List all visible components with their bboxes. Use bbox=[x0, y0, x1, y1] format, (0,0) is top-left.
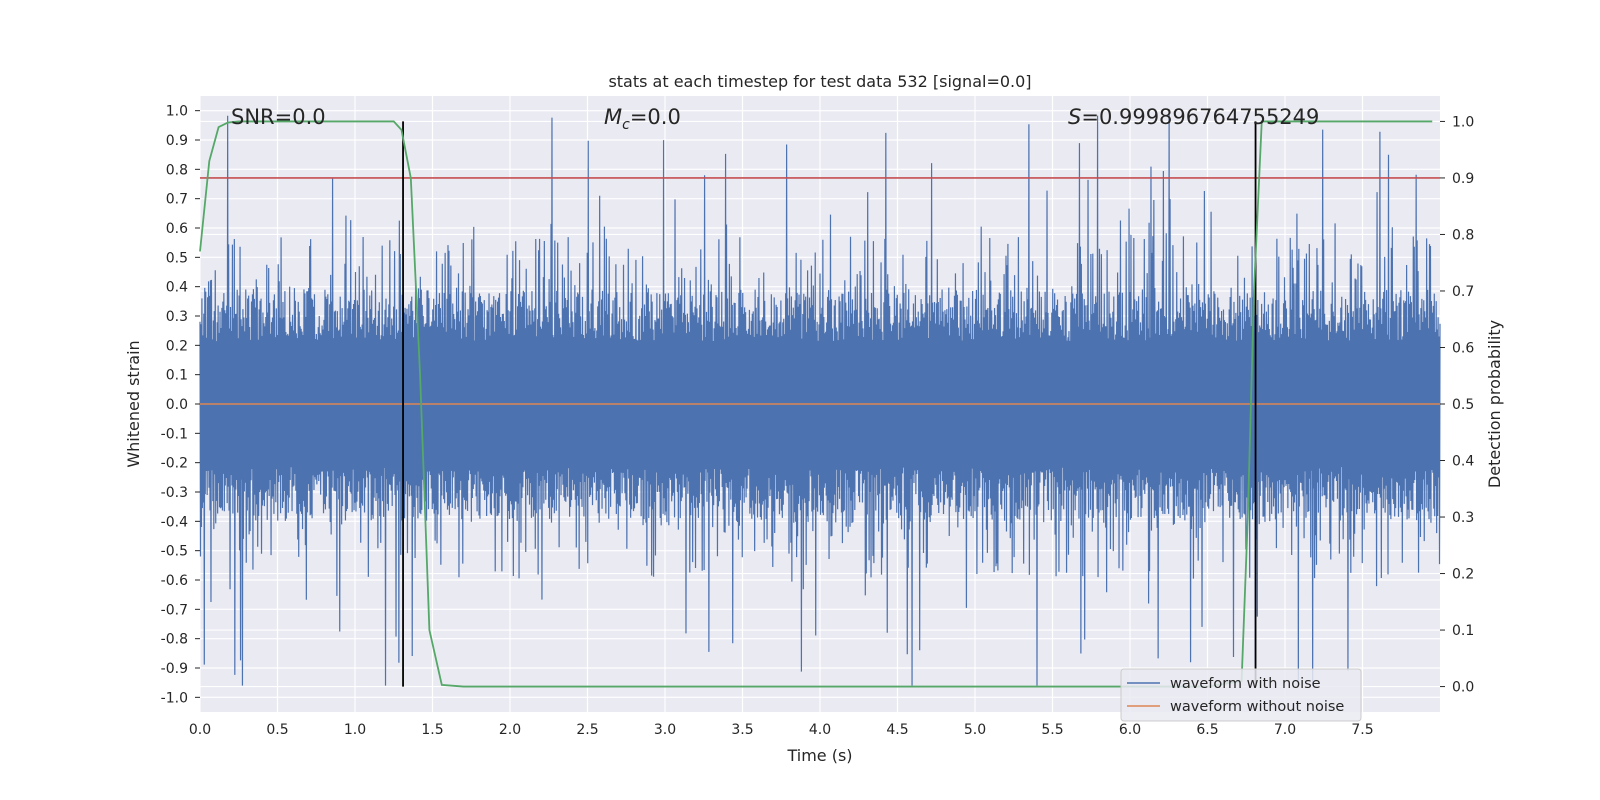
y-tick-label: 0.4 bbox=[166, 280, 188, 296]
y-tick-label: 0.9 bbox=[166, 133, 188, 149]
x-axis-label: Time (s) bbox=[786, 746, 852, 765]
y-tick-label: 0.6 bbox=[166, 221, 188, 237]
x-tick-label: 2.5 bbox=[576, 722, 598, 738]
y-tick-label: -0.1 bbox=[161, 426, 188, 442]
y2-tick-label: 0.2 bbox=[1452, 567, 1474, 583]
y-tick-label: -0.7 bbox=[161, 602, 188, 618]
annotation-mc: Mc=0.0 bbox=[604, 105, 681, 133]
legend-label-noise: waveform with noise bbox=[1170, 676, 1321, 692]
chart-title: stats at each timestep for test data 532… bbox=[608, 72, 1031, 91]
y-tick-label: 0.7 bbox=[166, 192, 188, 208]
y-tick-label: -0.4 bbox=[161, 514, 188, 530]
y-axis-label: Whitened strain bbox=[124, 340, 143, 467]
y-tick-label: -1.0 bbox=[161, 690, 188, 706]
y2-tick-label: 0.0 bbox=[1452, 680, 1474, 696]
x-tick-label: 0.5 bbox=[266, 722, 288, 738]
y2-tick-label: 0.9 bbox=[1452, 171, 1474, 187]
y-tick-label: -0.2 bbox=[161, 456, 188, 472]
legend-box bbox=[1120, 668, 1362, 722]
x-tick-label: 3.0 bbox=[654, 722, 676, 738]
y2-tick-label: 0.1 bbox=[1452, 623, 1474, 639]
y2-tick-label: 0.3 bbox=[1452, 510, 1474, 526]
x-tick-label: 4.0 bbox=[809, 722, 831, 738]
y-tick-label: -0.5 bbox=[161, 544, 188, 560]
y2-axis-label: Detection probability bbox=[1485, 320, 1504, 488]
y-tick-label: 0.5 bbox=[166, 250, 188, 266]
x-tick-label: 7.0 bbox=[1274, 722, 1296, 738]
x-tick-label: 6.5 bbox=[1196, 722, 1218, 738]
y2-tick-label: 0.4 bbox=[1452, 454, 1474, 470]
y-tick-label: 0.2 bbox=[166, 338, 188, 354]
annotation-s: S=0.999896764755249 bbox=[1068, 105, 1319, 129]
detection-probability-line bbox=[199, 120, 1433, 688]
waveform-with-noise-line bbox=[199, 114, 1441, 686]
x-tick-label: 5.0 bbox=[964, 722, 986, 738]
y-tick-label: 0.3 bbox=[166, 309, 188, 325]
y2-tick-label: 0.7 bbox=[1452, 284, 1474, 300]
y2-tick-label: 0.5 bbox=[1452, 397, 1474, 413]
y2-tick-label: 1.0 bbox=[1452, 114, 1474, 130]
y-tick-label: 0.8 bbox=[166, 162, 188, 178]
legend: waveform with noise waveform without noi… bbox=[1120, 668, 1362, 722]
x-axis: 0.0 0.5 1.0 1.5 2.0 2.5 3.0 3.5 4.0 4.5 5.0 5.5 6.0 6… bbox=[189, 722, 1374, 738]
overlay-lines bbox=[199, 120, 1440, 688]
noise-series bbox=[199, 114, 1441, 686]
x-tick-label: 2.0 bbox=[499, 722, 521, 738]
y-tick-label: -0.8 bbox=[161, 632, 188, 648]
y2-tick-label: 0.8 bbox=[1452, 227, 1474, 243]
x-tick-label: 1.0 bbox=[344, 722, 366, 738]
x-tick-label: 5.5 bbox=[1041, 722, 1063, 738]
x-tick-label: 3.5 bbox=[731, 722, 753, 738]
y-tick-label: 1.0 bbox=[166, 104, 188, 120]
y-tick-label: 0.0 bbox=[166, 397, 188, 413]
annotation-snr: SNR=0.0 bbox=[231, 105, 326, 129]
x-tick-label: 0.0 bbox=[189, 722, 211, 738]
y-axis-left: 1.0 0.9 0.8 0.7 0.6 0.5 0.4 0.3 0.2 0.1 0.0 -0.1 -0.… bbox=[161, 104, 200, 706]
y-axis-right: 1.0 0.9 0.8 0.7 0.6 0.5 0.4 0.3 0.2 0.1 0.0 bbox=[1440, 114, 1474, 696]
legend-label-clean: waveform without noise bbox=[1170, 699, 1344, 715]
x-tick-label: 1.5 bbox=[421, 722, 443, 738]
y-tick-label: -0.6 bbox=[161, 573, 188, 589]
y2-tick-label: 0.6 bbox=[1452, 340, 1474, 356]
x-tick-label: 4.5 bbox=[886, 722, 908, 738]
y-tick-label: -0.3 bbox=[161, 485, 188, 501]
x-tick-label: 6.0 bbox=[1119, 722, 1141, 738]
y-tick-label: -0.9 bbox=[161, 661, 188, 677]
x-tick-label: 7.5 bbox=[1351, 722, 1373, 738]
y-tick-label: 0.1 bbox=[166, 368, 188, 384]
